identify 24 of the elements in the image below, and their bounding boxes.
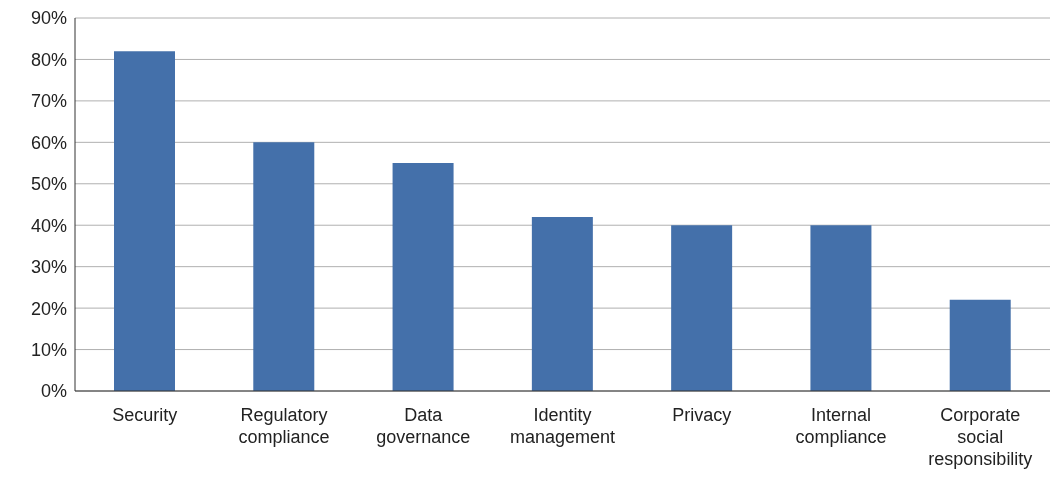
y-tick-label: 90% (30, 8, 67, 29)
y-tick-label: 60% (30, 132, 67, 153)
y-tick-label: 20% (30, 298, 67, 319)
x-tick-label: Data governance (376, 405, 471, 447)
y-tick-label: 70% (30, 91, 67, 112)
y-tick-label: 40% (30, 215, 67, 236)
bar (114, 51, 175, 391)
x-tick-label: Corporate social responsibility (928, 405, 1033, 469)
y-tick-label: 0% (40, 381, 67, 402)
x-tick-label: Identity management (509, 405, 616, 447)
bar (671, 225, 733, 391)
bar (949, 299, 1011, 391)
bar (253, 142, 315, 391)
x-tick-label: Privacy (672, 405, 732, 425)
bar (392, 163, 454, 391)
x-tick-label: Regulatory compliance (238, 405, 330, 447)
bar (531, 216, 593, 391)
y-tick-label: 30% (30, 257, 67, 278)
y-tick-label: 50% (30, 174, 67, 195)
y-tick-label: 10% (30, 339, 67, 360)
y-tick-label: 80% (30, 49, 67, 70)
bar (810, 225, 872, 391)
x-tick-label: Security (112, 405, 178, 425)
x-tick-label: Internal compliance (795, 405, 887, 447)
